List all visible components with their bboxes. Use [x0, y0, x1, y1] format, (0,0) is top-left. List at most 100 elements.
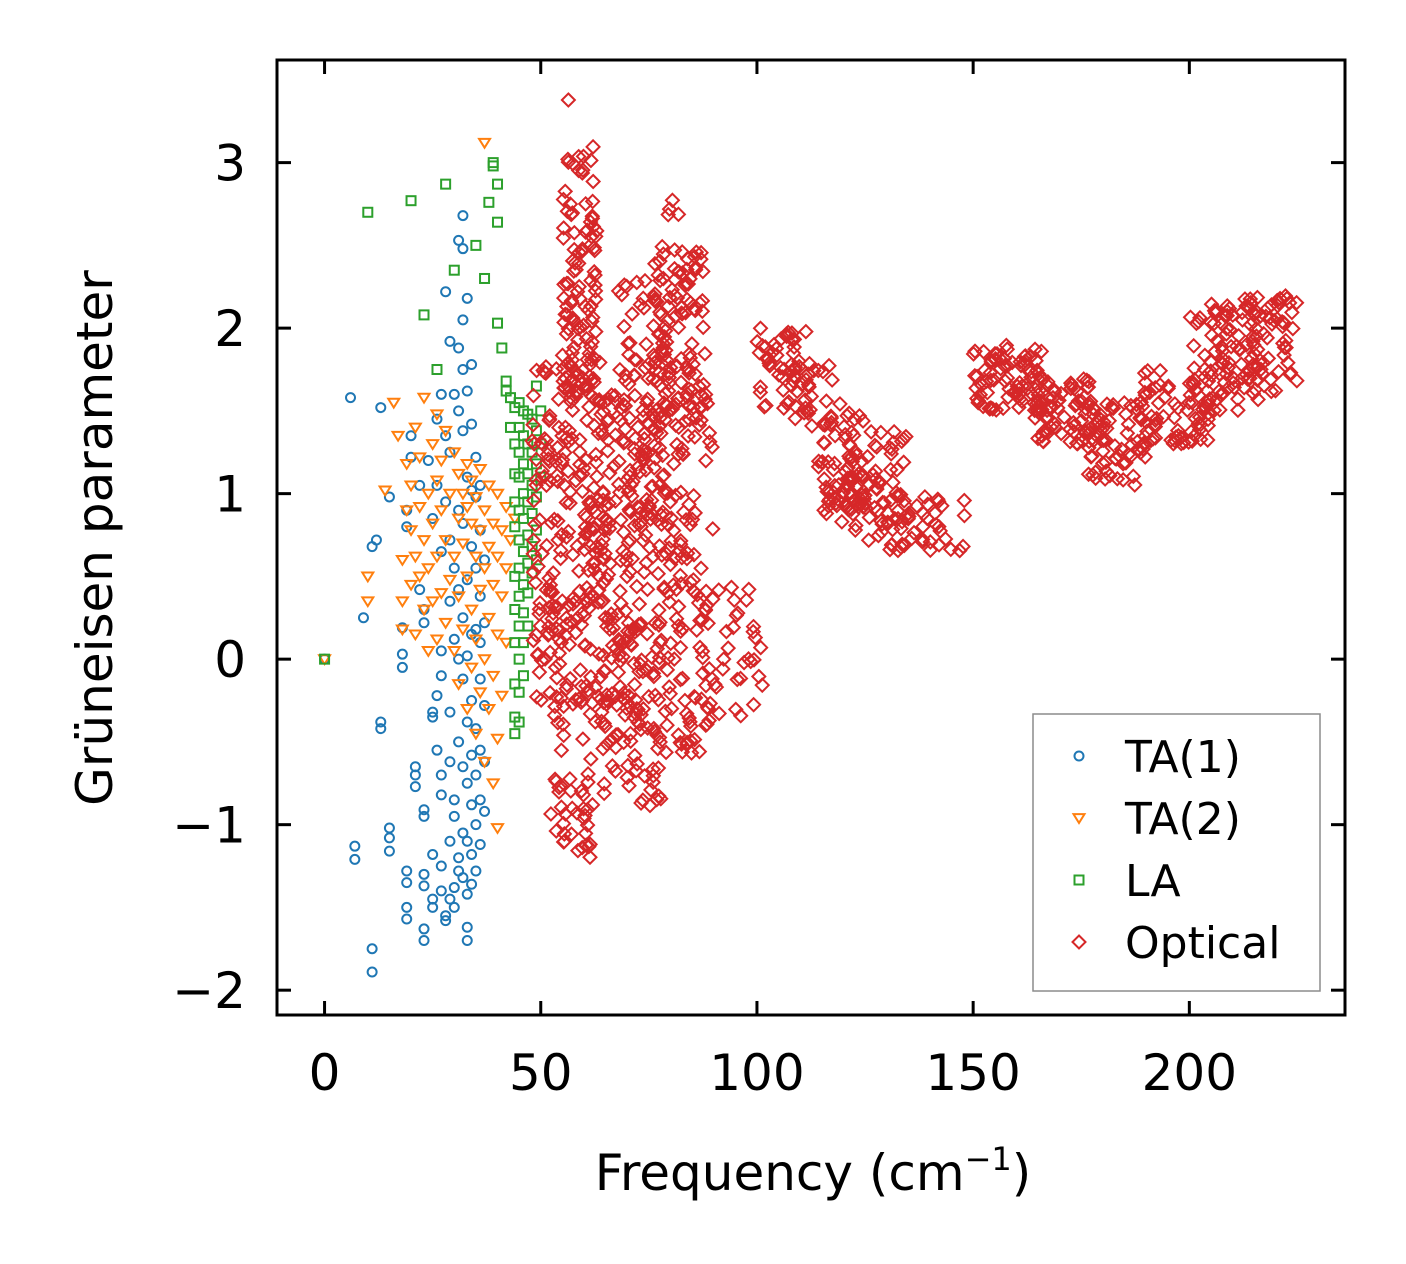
optical-point: [1043, 419, 1059, 436]
optical-point: [670, 319, 687, 336]
legend-marker: [1071, 934, 1087, 950]
optical-point: [595, 647, 612, 664]
ta-1--point: [461, 921, 473, 933]
optical-point: [658, 334, 675, 350]
optical-point: [1237, 291, 1253, 307]
optical-point: [752, 639, 769, 656]
optical-point: [683, 382, 700, 399]
optical-point: [1137, 387, 1154, 404]
optical-point: [1211, 401, 1228, 418]
optical-point: [533, 692, 550, 709]
optical-point: [686, 546, 702, 563]
optical-point: [740, 581, 757, 598]
optical-point: [670, 598, 687, 615]
optical-point: [640, 370, 657, 387]
optical-point: [599, 442, 616, 459]
optical-point: [647, 286, 663, 302]
optical-point: [659, 397, 676, 414]
optical-point: [766, 336, 783, 353]
optical-point: [883, 536, 900, 553]
ta-1--point: [418, 880, 430, 892]
optical-point: [638, 336, 655, 353]
optical-point: [631, 516, 647, 533]
optical-point: [797, 323, 814, 340]
optical-point: [1087, 470, 1104, 487]
optical-point: [674, 305, 691, 322]
optical-point: [692, 612, 708, 629]
optical-point: [1035, 433, 1051, 449]
ta-2--point: [459, 458, 475, 471]
optical-point: [677, 277, 694, 294]
optical-point: [1245, 385, 1262, 402]
optical-point: [548, 361, 565, 377]
ta-2--point: [442, 574, 458, 587]
optical-point: [1035, 423, 1052, 440]
optical-point: [561, 636, 578, 653]
optical-point: [696, 345, 713, 362]
optical-point: [548, 669, 565, 686]
ta-1--point: [396, 648, 408, 660]
optical-point: [655, 270, 672, 287]
ta-1--point: [474, 794, 486, 806]
optical-point: [558, 529, 575, 546]
la-point: [500, 375, 512, 387]
optical-point: [600, 410, 617, 427]
optical-point: [660, 298, 677, 315]
optical-point: [656, 581, 672, 597]
optical-point: [1223, 338, 1240, 355]
ta-2--point: [481, 703, 497, 716]
optical-point: [552, 777, 569, 794]
optical-point: [1137, 374, 1154, 391]
optical-point: [635, 700, 652, 717]
optical-point: [654, 468, 671, 485]
optical-point: [540, 627, 557, 643]
optical-point: [1208, 302, 1225, 319]
optical-point: [609, 393, 626, 410]
optical-point: [628, 578, 645, 595]
optical-point: [621, 483, 638, 500]
optical-point: [530, 646, 546, 663]
optical-point: [818, 479, 835, 496]
optical-point: [754, 337, 771, 354]
optical-point: [673, 440, 690, 457]
optical-point: [1070, 393, 1087, 409]
optical-point: [678, 736, 695, 753]
la-point: [526, 413, 538, 425]
ta-1--point: [466, 799, 478, 811]
optical-point: [1032, 373, 1049, 390]
optical-point: [547, 659, 564, 676]
optical-point: [667, 487, 684, 504]
optical-point: [787, 410, 804, 427]
optical-point: [580, 766, 596, 782]
optical-point: [528, 362, 545, 379]
ta-1--point: [466, 418, 478, 430]
optical-point: [542, 644, 559, 661]
optical-point: [661, 201, 678, 218]
optical-point: [785, 368, 802, 385]
optical-point: [587, 504, 604, 521]
optical-point: [729, 671, 746, 688]
ta-1--point: [383, 822, 395, 834]
optical-point: [657, 703, 674, 720]
optical-point: [580, 838, 597, 855]
ta-1--point: [431, 413, 443, 425]
optical-point: [779, 395, 796, 412]
optical-point: [555, 727, 572, 744]
y-tick-label: 2: [214, 300, 246, 358]
ta-1--point: [349, 853, 361, 865]
optical-point: [673, 374, 689, 391]
optical-point: [596, 785, 613, 802]
optical-point: [723, 579, 740, 596]
ta-1--point: [440, 286, 452, 298]
optical-point: [580, 302, 597, 319]
optical-point: [531, 601, 548, 618]
ta-1--point: [401, 913, 413, 925]
optical-point: [582, 641, 599, 658]
optical-point: [603, 732, 620, 749]
optical-point: [751, 344, 768, 361]
optical-point: [556, 833, 573, 850]
optical-point: [587, 291, 604, 308]
la-point: [530, 380, 542, 392]
optical-point: [603, 606, 620, 623]
optical-point: [555, 191, 572, 208]
